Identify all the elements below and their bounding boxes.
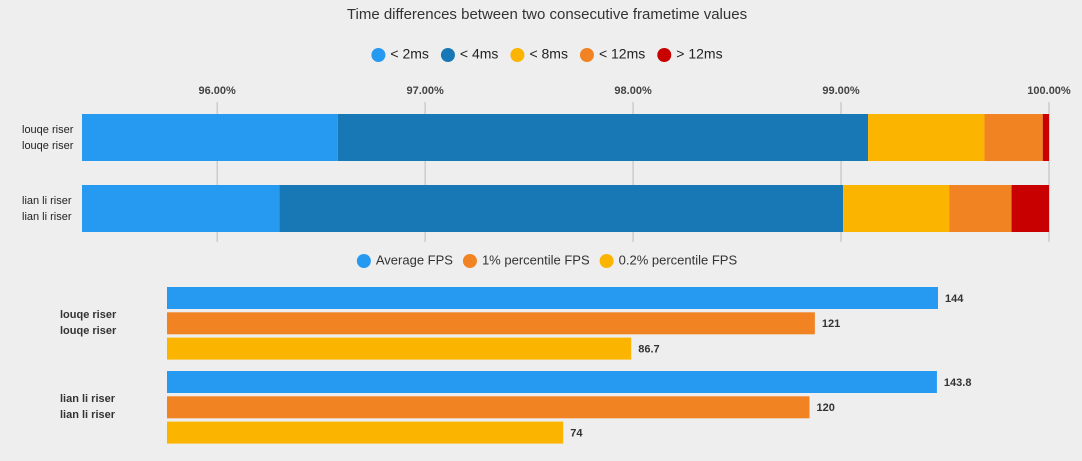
bar xyxy=(167,287,938,309)
legend-marker xyxy=(356,254,371,268)
bar-segment xyxy=(843,185,950,232)
legend-marker xyxy=(440,48,455,62)
chart-title: Time differences between two consecutive… xyxy=(347,6,747,23)
x-tick-label: 97.00% xyxy=(406,85,444,97)
bar xyxy=(167,421,564,444)
bar-segment xyxy=(279,185,844,232)
legend-label: < 12ms xyxy=(599,46,645,62)
value-label: 74 xyxy=(570,428,583,440)
bar-segment xyxy=(868,114,985,161)
x-tick-label: 99.00% xyxy=(822,85,860,97)
legend-label: Average FPS xyxy=(376,252,453,267)
bar-segment xyxy=(82,114,338,161)
legend-marker xyxy=(371,48,386,62)
category-label: lian li riser xyxy=(60,409,116,421)
category-label: louqe riser xyxy=(60,325,117,337)
x-tick-label: 98.00% xyxy=(614,85,652,97)
legend-label: 1% percentile FPS xyxy=(482,252,590,267)
bar xyxy=(167,371,937,393)
bar xyxy=(167,337,632,360)
bar-segment xyxy=(1011,185,1049,232)
x-tick-label: 96.00% xyxy=(199,85,237,97)
legend-label: < 4ms xyxy=(460,46,499,62)
value-label: 143.8 xyxy=(944,377,972,389)
bar-segment xyxy=(984,114,1043,161)
legend-marker xyxy=(579,48,594,62)
category-label: louqe riser xyxy=(60,309,117,321)
bar-segment xyxy=(949,185,1012,232)
bar-segment xyxy=(1042,114,1049,161)
bar-segment xyxy=(337,114,869,161)
category-label: louqe riser xyxy=(22,124,74,136)
category-label: lian li riser xyxy=(22,195,72,207)
category-label: lian li riser xyxy=(22,211,72,223)
value-label: 86.7 xyxy=(638,344,659,356)
category-label: lian li riser xyxy=(60,393,116,405)
legend-marker xyxy=(599,254,614,268)
bar-segment xyxy=(82,185,280,232)
legend-marker xyxy=(657,48,672,62)
legend-marker xyxy=(462,254,477,268)
legend-marker xyxy=(510,48,525,62)
x-tick-label: 100.00% xyxy=(1027,85,1071,97)
legend-label: < 2ms xyxy=(390,46,429,62)
legend-label: > 12ms xyxy=(676,46,722,62)
legend-label: 0.2% percentile FPS xyxy=(619,252,738,267)
value-label: 121 xyxy=(822,318,840,330)
bar xyxy=(167,396,810,419)
category-label: louqe riser xyxy=(22,140,74,152)
bar xyxy=(167,312,815,335)
value-label: 144 xyxy=(945,293,964,305)
value-label: 120 xyxy=(817,402,835,414)
legend-label: < 8ms xyxy=(529,46,568,62)
